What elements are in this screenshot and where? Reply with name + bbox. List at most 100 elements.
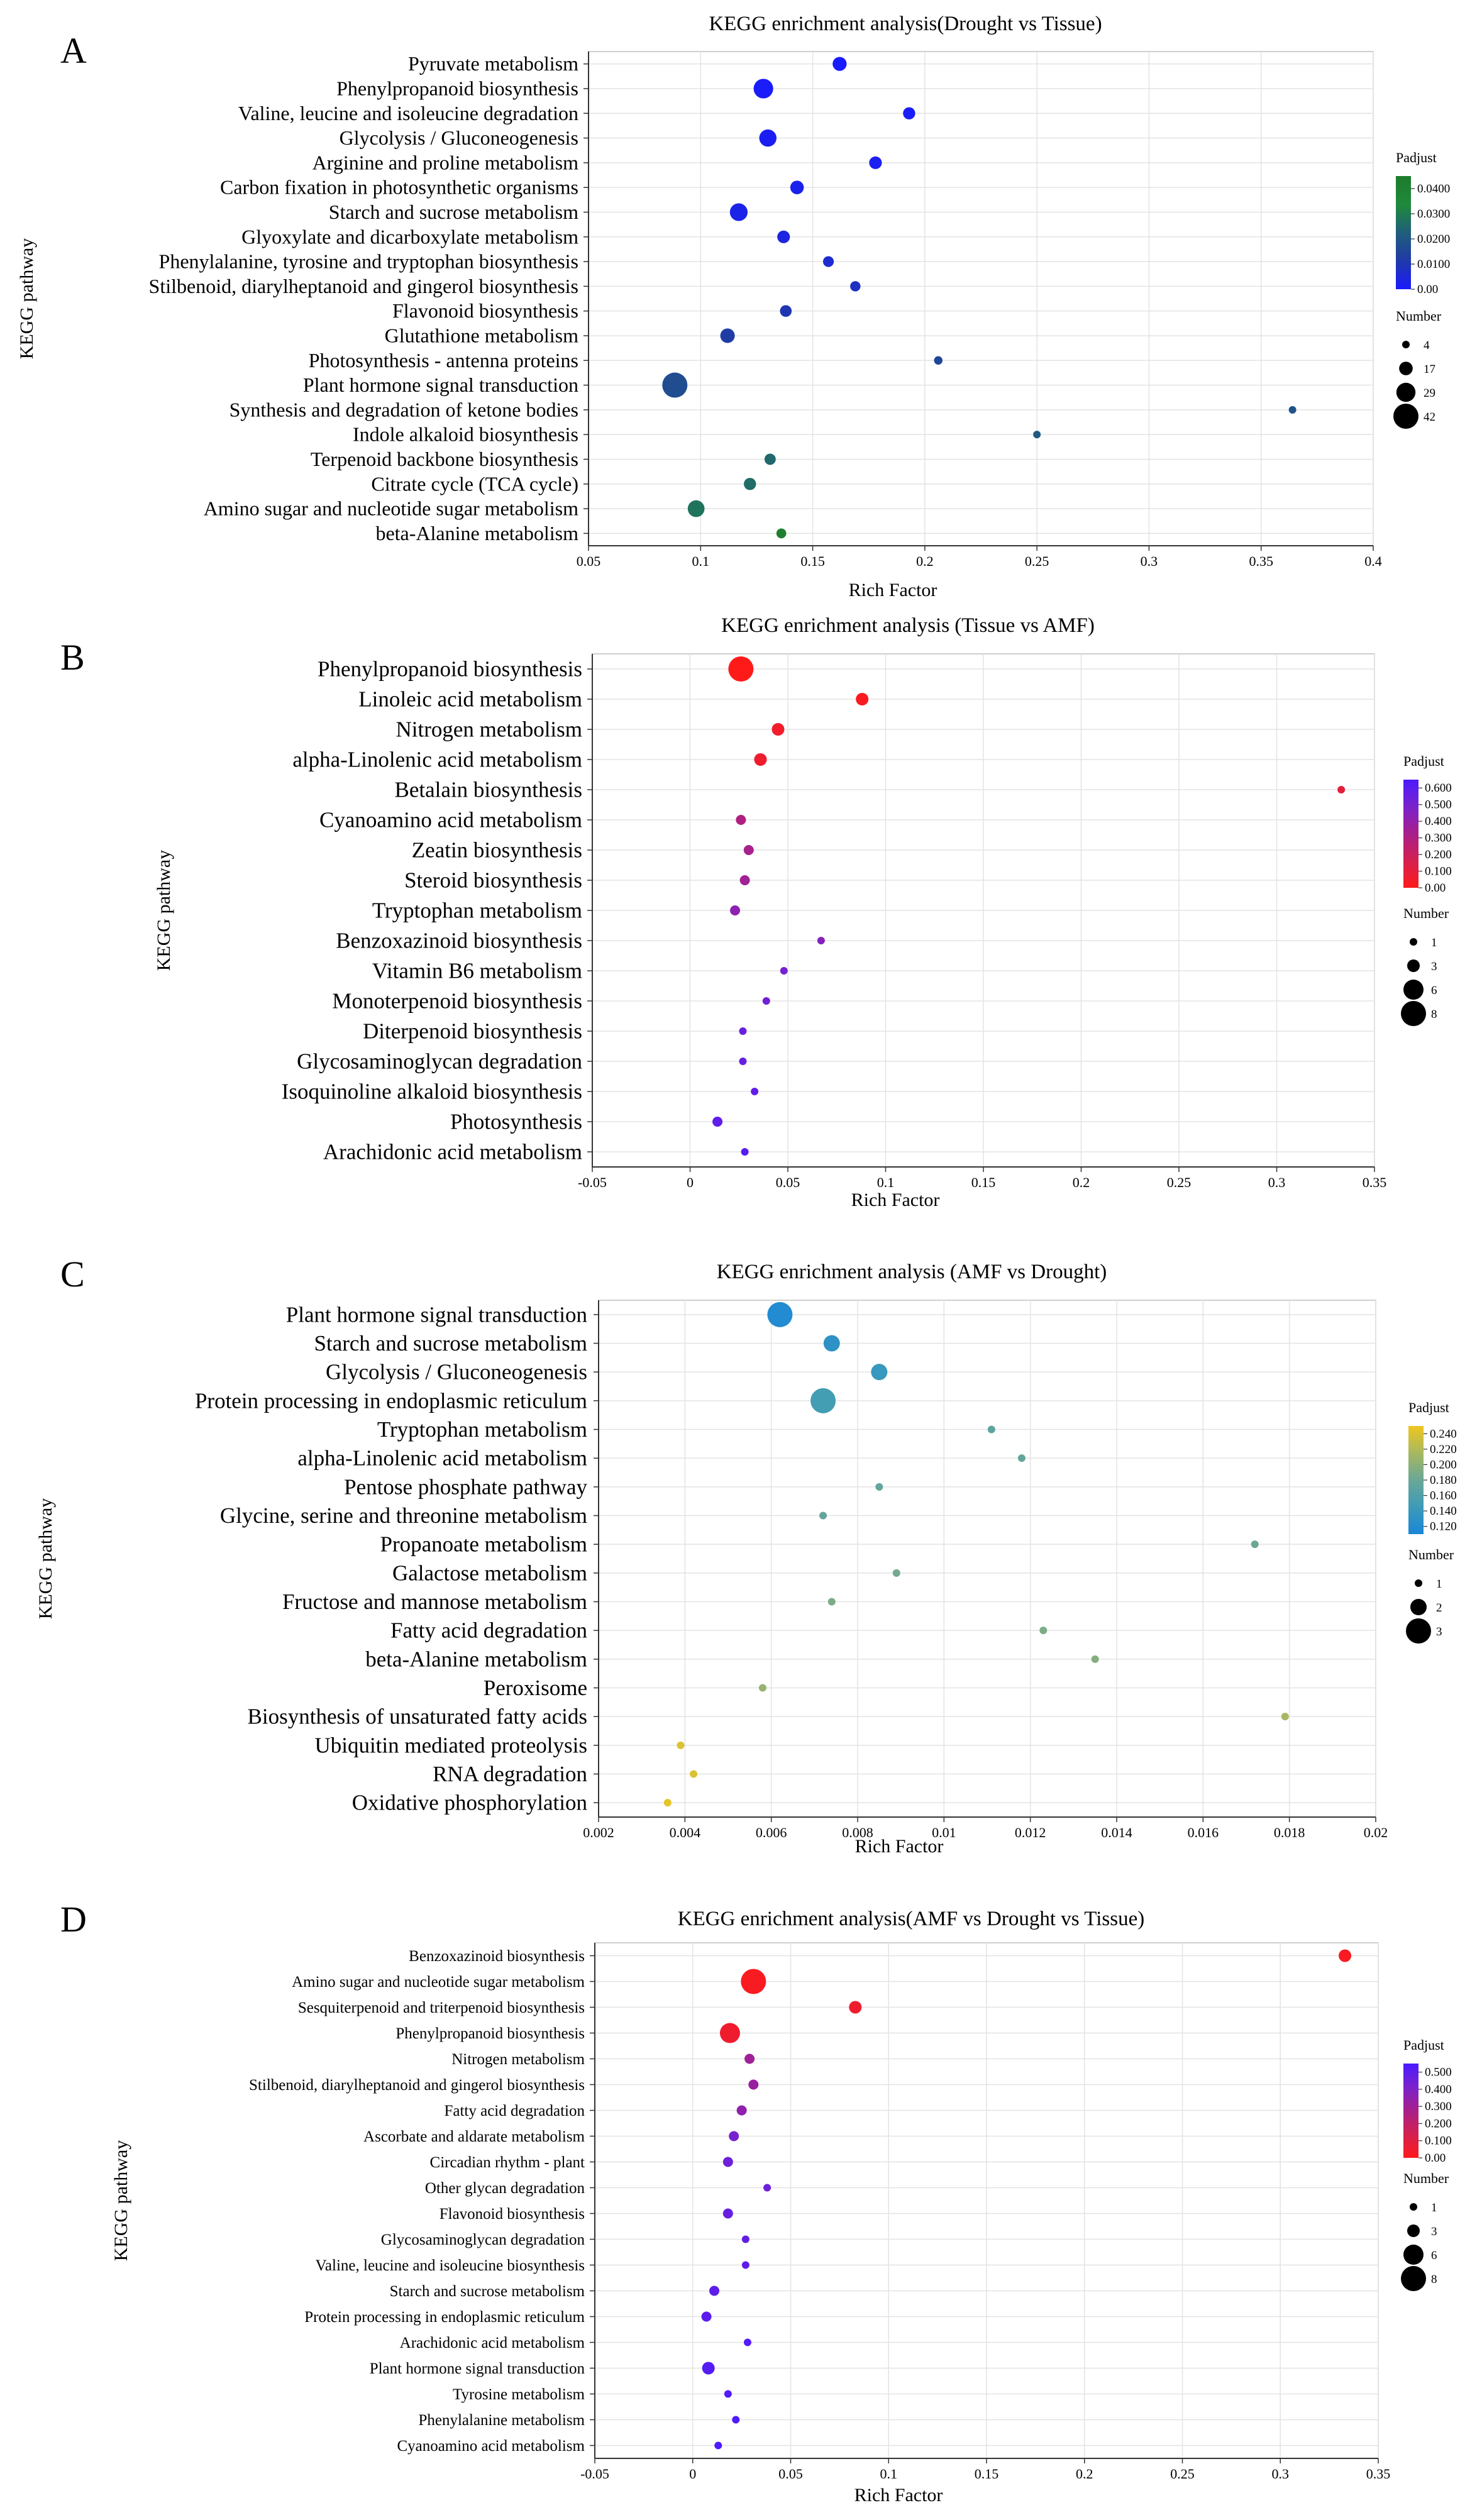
data-point xyxy=(759,129,777,147)
data-point xyxy=(987,1425,995,1434)
data-point xyxy=(832,57,847,71)
data-point xyxy=(701,2311,712,2322)
pathway-label: alpha-Linolenic acid metabolism xyxy=(297,1446,587,1471)
pathway-label: Starch and sucrose metabolism xyxy=(329,201,578,223)
x-tick-label: 0.15 xyxy=(800,553,825,569)
x-tick-label: 0.25 xyxy=(1170,2466,1195,2482)
pathway-label: Ubiquitin mediated proteolysis xyxy=(314,1733,587,1757)
data-point xyxy=(869,156,882,169)
data-point xyxy=(677,1741,685,1749)
size-legend-label: 6 xyxy=(1431,2249,1437,2262)
data-point xyxy=(719,2023,740,2043)
size-legend-label: 17 xyxy=(1424,363,1435,376)
data-point xyxy=(722,2208,733,2219)
size-legend-label: 3 xyxy=(1431,960,1437,973)
data-point xyxy=(892,1569,900,1577)
color-legend-label: 0.240 xyxy=(1430,1427,1457,1440)
color-legend-label: 0.160 xyxy=(1430,1489,1457,1503)
color-legend-label: 0.400 xyxy=(1425,2083,1452,2096)
data-point xyxy=(875,1483,883,1491)
x-tick-label: 0.05 xyxy=(577,553,601,569)
size-legend-label: 4 xyxy=(1424,339,1430,352)
x-tick-label: 0.3 xyxy=(1272,2466,1290,2482)
x-tick-label: 0.008 xyxy=(842,1825,873,1840)
color-legend-label: 0.120 xyxy=(1430,1520,1457,1534)
pathway-label: Valine, leucine and isoleucine degradati… xyxy=(238,102,578,124)
chart-title: KEGG enrichment analysis (AMF vs Drought… xyxy=(717,1261,1107,1283)
size-legend-label: 42 xyxy=(1424,411,1435,424)
data-point xyxy=(729,203,748,221)
data-point xyxy=(1091,1655,1099,1663)
data-point xyxy=(741,2261,749,2269)
color-legend-label: 0.0100 xyxy=(1417,258,1450,271)
x-tick-label: 0.15 xyxy=(975,2466,999,2482)
data-point xyxy=(1251,1540,1259,1549)
pathway-label: Phenylpropanoid biosynthesis xyxy=(318,657,582,682)
chart-panel-a: A KEGG enrichment analysis(Drought vs Tis… xyxy=(16,13,1450,600)
color-legend-label: 0.100 xyxy=(1425,2135,1452,2148)
panel-letter: B xyxy=(60,637,85,678)
pathway-label: Glycine, serine and threonine metabolism xyxy=(220,1503,587,1528)
x-tick-label: 0.02 xyxy=(1364,1825,1388,1840)
x-axis-title: Rich Factor xyxy=(854,2485,943,2506)
color-legend-title: Padjust xyxy=(1396,150,1437,165)
data-point xyxy=(823,1335,840,1352)
pathway-label: Pyruvate metabolism xyxy=(408,52,578,75)
data-point xyxy=(663,1799,672,1807)
x-tick-label: 0.2 xyxy=(916,553,934,569)
data-point xyxy=(849,2001,862,2014)
pathway-label: Fatty acid degradation xyxy=(390,1618,587,1643)
size-legend-label: 1 xyxy=(1431,2201,1437,2214)
chart-title: KEGG enrichment analysis(Drought vs Tiss… xyxy=(709,13,1102,35)
data-point xyxy=(1339,1949,1352,1962)
pathway-label: Biosynthesis of unsaturated fatty acids xyxy=(248,1705,587,1729)
pathway-label: Arachidonic acid metabolism xyxy=(400,2335,585,2351)
data-point xyxy=(764,453,776,465)
x-tick-label: 0.05 xyxy=(778,2466,803,2482)
size-legend-dot xyxy=(1401,1001,1426,1026)
pathway-label: Plant hormone signal transduction xyxy=(286,1302,587,1327)
chart-panel-b: B KEGG enrichment analysis (Tissue vs AMF… xyxy=(60,614,1452,1210)
y-axis-title: KEGG pathway xyxy=(35,1498,56,1619)
pathway-label: Tyrosine metabolism xyxy=(453,2386,585,2403)
pathway-label: Flavonoid biosynthesis xyxy=(440,2206,585,2223)
size-legend-dot xyxy=(1401,2266,1426,2291)
size-legend-dot xyxy=(1407,959,1420,972)
x-tick-label: 0.3 xyxy=(1268,1174,1286,1190)
y-axis-title: KEGG pathway xyxy=(111,2140,131,2261)
data-point xyxy=(712,1117,723,1127)
data-point xyxy=(850,281,861,292)
data-point xyxy=(709,2285,720,2296)
pathway-label: Plant hormone signal transduction xyxy=(370,2360,585,2377)
pathway-label: Glycolysis / Gluconeogenesis xyxy=(326,1360,587,1384)
color-legend-label: 0.0400 xyxy=(1417,182,1450,196)
chart-panel-c: C KEGG enrichment analysis (AMF vs Drough… xyxy=(35,1254,1457,1857)
data-point xyxy=(1017,1454,1026,1462)
data-point xyxy=(753,79,773,99)
data-point xyxy=(736,2105,747,2116)
data-point xyxy=(827,1598,836,1606)
data-point xyxy=(732,2416,740,2424)
data-point xyxy=(739,1027,747,1035)
size-legend-label: 3 xyxy=(1436,1625,1442,1639)
color-legend-label: 0.300 xyxy=(1425,2100,1452,2113)
pathway-label: Citrate cycle (TCA cycle) xyxy=(371,472,578,495)
size-legend-dot xyxy=(1410,2203,1417,2211)
size-legend-dot xyxy=(1410,1599,1427,1615)
pathway-label: Arginine and proline metabolism xyxy=(312,151,578,174)
x-tick-label: 0.2 xyxy=(1073,1174,1090,1190)
x-tick-label: 0.35 xyxy=(1249,553,1273,569)
pathway-label: Phenylpropanoid biosynthesis xyxy=(336,77,578,100)
pathway-label: beta-Alanine metabolism xyxy=(365,1647,587,1671)
data-point xyxy=(871,1364,888,1381)
color-legend-label: 0.300 xyxy=(1425,832,1452,845)
x-tick-label: 0.016 xyxy=(1188,1825,1219,1840)
size-legend-dot xyxy=(1410,938,1417,946)
data-point xyxy=(690,1770,698,1778)
data-point xyxy=(1033,431,1041,439)
x-tick-label: 0.01 xyxy=(932,1825,956,1840)
chart-title: KEGG enrichment analysis(AMF vs Drought … xyxy=(678,1908,1144,1930)
color-legend-label: 0.00 xyxy=(1417,283,1438,296)
pathway-label: Steroid biosynthesis xyxy=(404,868,582,893)
